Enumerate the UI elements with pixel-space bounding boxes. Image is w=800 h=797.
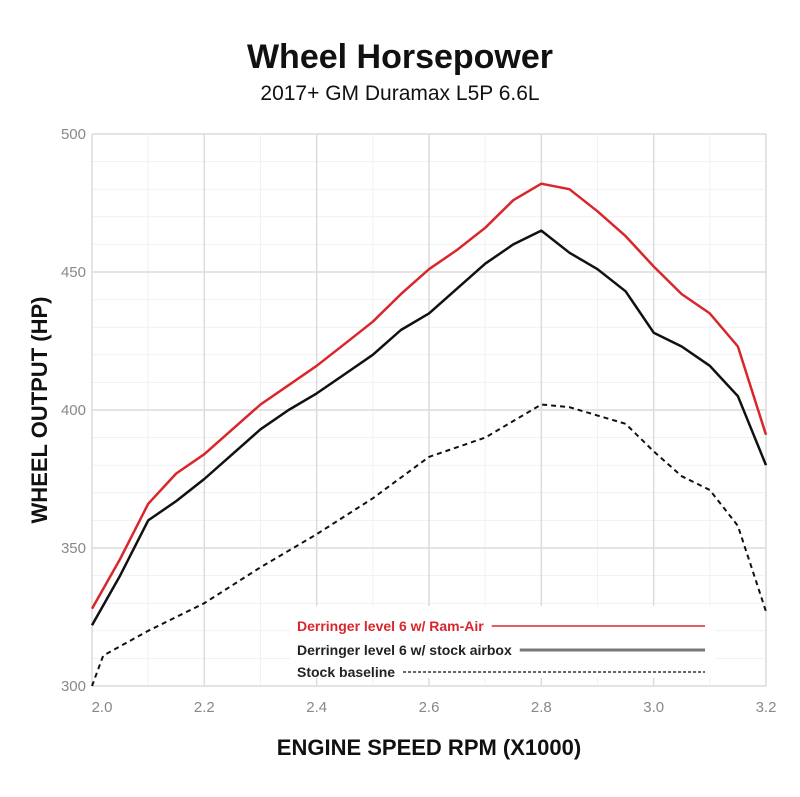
x-tick-label: 2.2 <box>194 699 215 716</box>
series-line-3 <box>91 403 767 687</box>
x-tick-label: 2.8 <box>531 699 552 716</box>
series-line-2 <box>90 229 768 626</box>
y-tick-label: 500 <box>61 126 86 143</box>
x-tick-label: 2.0 <box>92 699 113 716</box>
x-tick-label: 2.6 <box>419 699 440 716</box>
x-tick-label: 3.0 <box>643 699 664 716</box>
chart-subtitle: 2017+ GM Duramax L5P 6.6L <box>260 82 540 105</box>
x-tick-label: 3.2 <box>756 699 777 716</box>
legend-background <box>290 606 715 678</box>
legend-label: Derringer level 6 w/ stock airbox <box>297 642 512 658</box>
y-tick-label: 350 <box>61 540 86 557</box>
chart-title: Wheel Horsepower <box>246 38 554 76</box>
y-tick-label: 400 <box>61 402 86 419</box>
x-tick-label: 2.4 <box>306 699 327 716</box>
legend-label: Stock baseline <box>297 664 395 680</box>
y-tick-label: 300 <box>61 678 86 695</box>
legend-label: Derringer level 6 w/ Ram-Air <box>297 618 484 634</box>
x-axis-label: ENGINE SPEED RPM (X1000) <box>276 735 582 760</box>
series-line-1 <box>90 182 768 610</box>
y-tick-label: 450 <box>61 264 86 281</box>
